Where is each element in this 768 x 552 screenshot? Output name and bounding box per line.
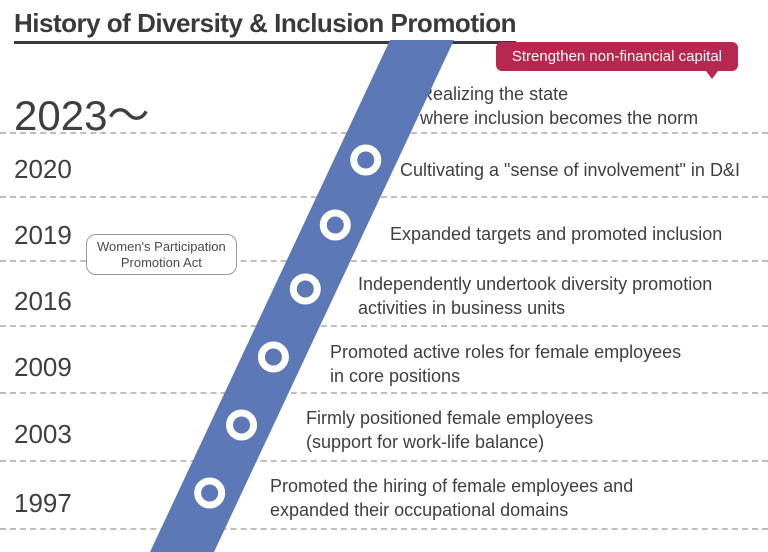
timeline-marker [198,481,222,505]
row-separator [0,460,768,462]
timeline-marker [323,213,347,237]
year-label: 2019 [14,220,72,251]
year-label: 2009 [14,352,72,383]
year-label: 2020 [14,154,72,185]
row-separator [0,325,768,327]
row-separator [0,196,768,198]
timeline-marker [354,148,378,172]
row-description: Realizing the statewhere inclusion becom… [420,82,698,131]
row-description: Expanded targets and promoted inclusion [390,222,722,246]
timeline-marker [261,345,285,369]
year-label: 2016 [14,286,72,317]
year-label: 2003 [14,419,72,450]
year-label: 2023〜 [14,82,149,143]
badge-strengthen: Strengthen non-financial capital [496,42,738,71]
pill-womens-act: Women's Participation Promotion Act [86,234,237,275]
timeline-marker [230,413,254,437]
row-description: Promoted active roles for female employe… [330,340,681,389]
row-description: Cultivating a "sense of involvement" in … [400,158,740,182]
pill-line1: Women's Participation [97,239,226,255]
year-label: 1997 [14,488,72,519]
row-description: Independently undertook diversity promot… [358,272,712,321]
row-separator [0,528,768,530]
pill-line2: Promotion Act [97,255,226,271]
row-description: Firmly positioned female employees(suppo… [306,406,593,455]
timeline-marker [293,277,317,301]
page-title: History of Diversity & Inclusion Promoti… [14,8,516,44]
row-description: Promoted the hiring of female employees … [270,474,633,523]
row-separator [0,392,768,394]
